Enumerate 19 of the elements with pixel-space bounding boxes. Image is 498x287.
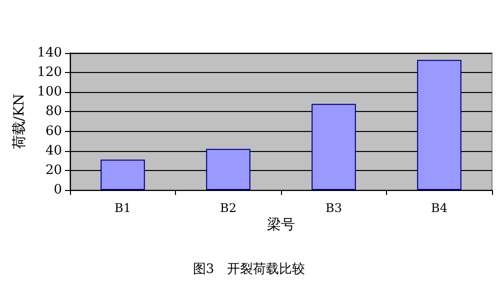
x-tick-label: B2 [220, 201, 236, 215]
bar [312, 104, 356, 190]
y-tick-label: 140 [37, 46, 62, 60]
y-tick-label: 20 [45, 162, 62, 178]
bar [206, 148, 250, 190]
y-tick-label: 0 [54, 182, 62, 198]
y-tick-label: 100 [37, 84, 62, 100]
y-tick-label: 40 [45, 143, 62, 158]
bar [417, 60, 462, 190]
bar [100, 160, 145, 190]
y-tick-label: 80 [45, 104, 62, 120]
text: 图3 开裂荷载比较 [192, 262, 306, 277]
y-tick-label: 120 [37, 65, 62, 80]
x-tick-label: B3 [326, 201, 342, 215]
x-axis-title: 梁号 [267, 217, 295, 233]
x-tick-label: B4 [431, 201, 448, 215]
x-tick-label: B1 [114, 201, 131, 215]
y-tick-label: 60 [45, 124, 62, 139]
y-axis-title: 荷载/KN [11, 94, 28, 150]
